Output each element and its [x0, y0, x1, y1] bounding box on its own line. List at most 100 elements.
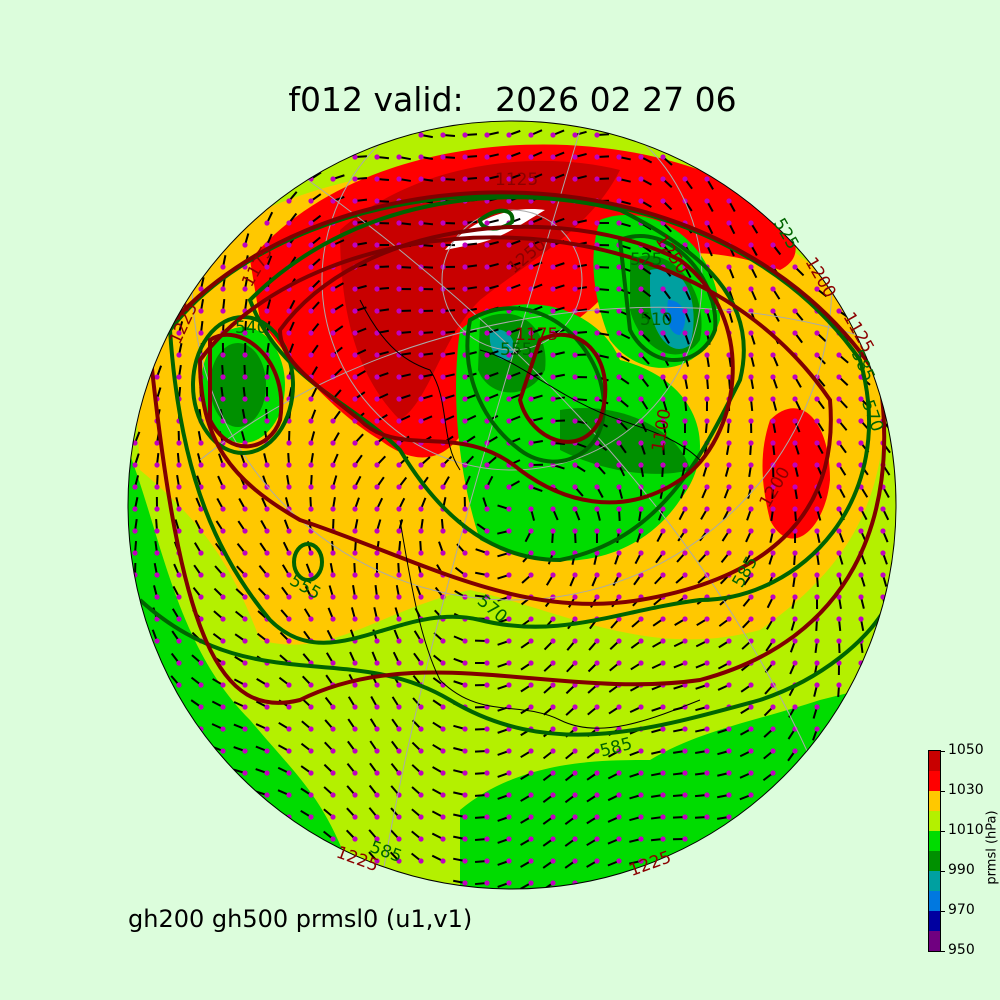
wind-vector-origin — [330, 770, 336, 776]
wind-vector-origin — [616, 176, 622, 182]
wind-vector-origin — [572, 594, 578, 600]
map-title: f012 valid: 2026 02 27 06 — [288, 80, 737, 119]
wind-vector-origin — [462, 770, 468, 776]
wind-vector-origin — [330, 176, 336, 182]
wind-vector-origin — [594, 814, 600, 820]
wind-vector-origin — [242, 638, 248, 644]
colorbar-tick: 970 — [940, 902, 975, 918]
wind-vector-origin — [176, 572, 182, 578]
wind-vector-origin — [572, 484, 578, 490]
wind-vector-origin — [132, 550, 138, 556]
wind-vector-origin — [484, 660, 490, 666]
wind-vector-origin — [748, 352, 754, 358]
wind-vector-origin — [374, 660, 380, 666]
wind-vector-origin — [286, 484, 292, 490]
wind-vector-origin — [572, 462, 578, 468]
wind-vector-origin — [594, 836, 600, 842]
wind-vector-origin — [506, 858, 512, 864]
wind-vector-origin — [506, 528, 512, 534]
wind-vector-origin — [484, 770, 490, 776]
wind-vector-origin — [528, 330, 534, 336]
wind-vector-origin — [484, 396, 490, 402]
wind-vector-origin — [836, 440, 842, 446]
wind-vector-origin — [528, 550, 534, 556]
wind-vector-origin — [638, 418, 644, 424]
wind-vector-origin — [858, 418, 864, 424]
wind-vector-origin — [572, 418, 578, 424]
wind-vector-origin — [572, 704, 578, 710]
wind-vector-origin — [726, 638, 732, 644]
wind-vector-origin — [352, 814, 358, 820]
wind-vector-origin — [176, 352, 182, 358]
wind-vector-origin — [352, 176, 358, 182]
wind-vector-origin — [704, 550, 710, 556]
wind-vector-origin — [572, 176, 578, 182]
wind-vector-origin — [330, 506, 336, 512]
gh500-label: 525 — [630, 250, 662, 270]
wind-vector-origin — [594, 660, 600, 666]
wind-vector-origin — [594, 330, 600, 336]
wind-vector-origin — [440, 176, 446, 182]
wind-vector-origin — [308, 198, 314, 204]
wind-vector-origin — [814, 726, 820, 732]
wind-vector-origin — [726, 286, 732, 292]
wind-vector-origin — [704, 682, 710, 688]
gh500-label: 510 — [640, 310, 672, 330]
wind-vector-origin — [308, 484, 314, 490]
wind-vector-origin — [726, 440, 732, 446]
wind-vector-origin — [550, 396, 556, 402]
wind-vector-origin — [726, 748, 732, 754]
wind-vector-origin — [616, 836, 622, 842]
wind-vector-origin — [792, 572, 798, 578]
wind-vector-origin — [374, 308, 380, 314]
wind-vector-origin — [660, 308, 666, 314]
wind-vector-origin — [506, 374, 512, 380]
gh200-label: 1175 — [515, 325, 558, 345]
wind-vector-origin — [396, 836, 402, 842]
wind-vector-origin — [748, 594, 754, 600]
wind-vector-origin — [506, 836, 512, 842]
wind-vector-origin — [550, 176, 556, 182]
wind-vector-origin — [242, 374, 248, 380]
wind-vector-origin — [264, 528, 270, 534]
wind-vector-origin — [286, 726, 292, 732]
wind-vector-origin — [506, 770, 512, 776]
wind-vector-origin — [638, 638, 644, 644]
wind-vector-origin — [660, 726, 666, 732]
wind-vector-origin — [352, 462, 358, 468]
wind-vector-origin — [638, 528, 644, 534]
wind-vector-origin — [396, 264, 402, 270]
wind-vector-origin — [616, 154, 622, 160]
wind-vector-origin — [198, 704, 204, 710]
wind-vector-origin — [396, 440, 402, 446]
wind-vector-origin — [418, 330, 424, 336]
wind-vector-origin — [264, 594, 270, 600]
wind-vector-origin — [770, 770, 776, 776]
wind-vector-origin — [814, 440, 820, 446]
wind-vector-origin — [748, 484, 754, 490]
wind-vector-origin — [550, 352, 556, 358]
wind-vector-origin — [374, 814, 380, 820]
wind-vector-origin — [616, 594, 622, 600]
wind-vector-origin — [176, 374, 182, 380]
wind-vector-origin — [374, 418, 380, 424]
wind-vector-origin — [506, 638, 512, 644]
wind-vector-origin — [374, 396, 380, 402]
wind-vector-origin — [308, 726, 314, 732]
wind-vector-origin — [418, 286, 424, 292]
colorbar-swatch — [929, 871, 940, 891]
wind-vector-origin — [748, 704, 754, 710]
wind-vector-origin — [242, 704, 248, 710]
wind-vector-origin — [858, 616, 864, 622]
wind-vector-origin — [286, 682, 292, 688]
wind-vector-origin — [528, 396, 534, 402]
wind-vector-origin — [352, 440, 358, 446]
wind-vector-origin — [286, 308, 292, 314]
wind-vector-origin — [528, 264, 534, 270]
wind-vector-origin — [682, 418, 688, 424]
wind-vector-origin — [198, 506, 204, 512]
wind-vector-origin — [550, 880, 556, 886]
wind-vector-origin — [638, 286, 644, 292]
wind-vector-origin — [770, 484, 776, 490]
wind-vector-origin — [660, 704, 666, 710]
